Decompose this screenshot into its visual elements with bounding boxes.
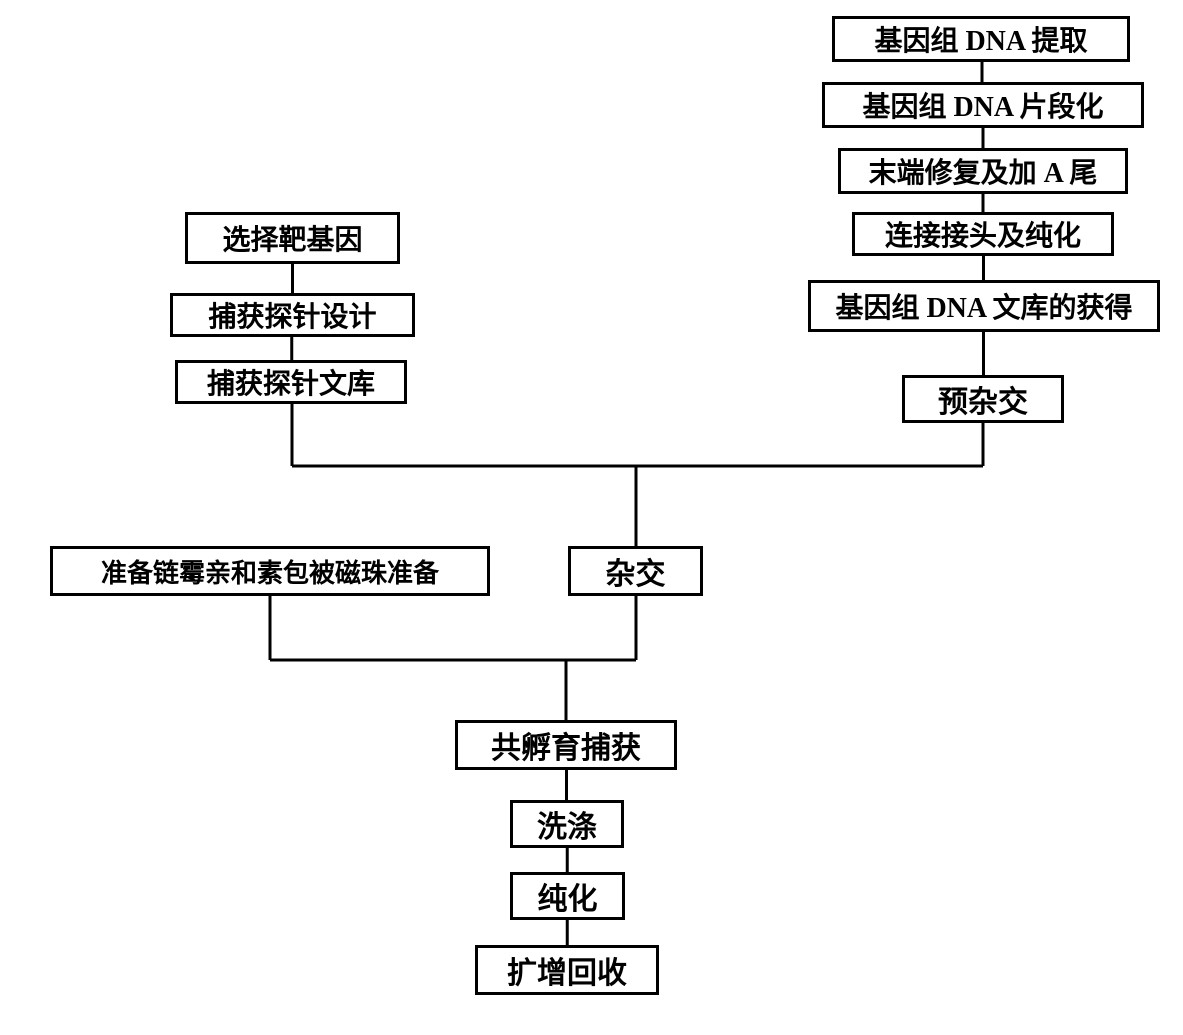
node-incubate-capture: 共孵育捕获 [455, 720, 677, 770]
node-prehybrid: 预杂交 [902, 375, 1064, 423]
node-purify: 纯化 [510, 872, 625, 920]
node-amplify-recover: 扩增回收 [475, 945, 659, 995]
node-beads-prep: 准备链霉亲和素包被磁珠准备 [50, 546, 490, 596]
node-dna-fragment: 基因组 DNA 片段化 [822, 82, 1144, 128]
node-select-target-gene: 选择靶基因 [185, 212, 400, 264]
node-ligate-purify: 连接接头及纯化 [852, 212, 1114, 256]
node-probe-library: 捕获探针文库 [175, 360, 407, 404]
node-hybridization: 杂交 [568, 546, 703, 596]
node-dna-extract: 基因组 DNA 提取 [832, 16, 1130, 62]
node-wash: 洗涤 [510, 800, 624, 848]
node-probe-design: 捕获探针设计 [170, 293, 415, 337]
node-end-repair: 末端修复及加 A 尾 [838, 148, 1128, 194]
node-dna-library: 基因组 DNA 文库的获得 [808, 280, 1160, 332]
